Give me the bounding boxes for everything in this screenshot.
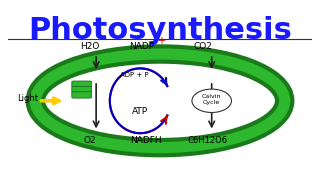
Text: NADFH: NADFH xyxy=(131,136,162,145)
Text: Calvin
Cycle: Calvin Cycle xyxy=(202,94,221,105)
Text: O2: O2 xyxy=(84,136,96,145)
Text: H2O: H2O xyxy=(80,42,100,51)
Text: ADP + P: ADP + P xyxy=(120,72,148,78)
FancyBboxPatch shape xyxy=(72,92,92,98)
FancyBboxPatch shape xyxy=(72,86,92,93)
Circle shape xyxy=(192,89,231,112)
Text: ATP: ATP xyxy=(132,107,148,116)
FancyBboxPatch shape xyxy=(72,81,92,87)
Ellipse shape xyxy=(35,54,285,148)
Text: Light: Light xyxy=(17,94,38,103)
Text: C6H12O6: C6H12O6 xyxy=(187,136,227,145)
Text: CO2: CO2 xyxy=(193,42,212,51)
Text: NADP: NADP xyxy=(129,42,154,51)
Text: Photosynthesis: Photosynthesis xyxy=(28,16,292,45)
Text: +: + xyxy=(157,35,165,46)
